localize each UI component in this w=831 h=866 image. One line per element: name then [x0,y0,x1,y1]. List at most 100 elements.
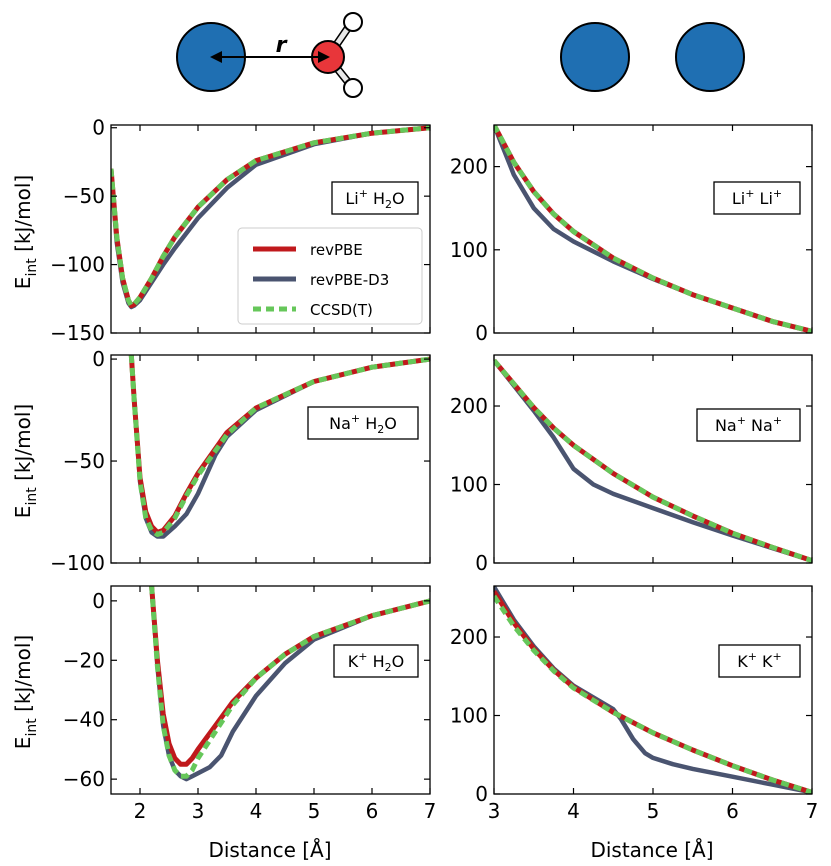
ylabel-unit: [kJ/mol] [11,635,35,718]
distance-arrow-head-left [210,51,222,63]
panel-5: 2 3 4 5 6 7 0 −20 −40 −60 K+ H2O [63,585,437,823]
legend-label-revpbe: revPBE [310,241,363,259]
panel-label-box [696,408,801,442]
x-tick-label: 7 [806,799,819,823]
legend-label-ccsdt: CCSD(T) [310,301,373,319]
panel-label-box [331,181,419,215]
x-tick-label: 2 [134,799,147,823]
ylabel-row-1: Eint [kJ/mol] [11,175,40,289]
x-tick-label: 4 [250,799,263,823]
series-line-ccsdt [149,586,430,779]
series-line-revpbe-d3 [494,359,812,563]
x-tick-label: 5 [647,799,660,823]
schematic-ion-pair [560,22,745,92]
panel-label: Na+ H2O [307,406,419,440]
ylabel-row-2: Eint [kJ/mol] [11,404,40,518]
y-tick-label: 0 [475,782,488,806]
series-group [494,358,812,563]
ion-sphere-pair-right [675,22,745,92]
panel-label: Na+ Na+ [696,408,801,442]
series-line-revpbe [494,125,812,333]
x-tick-label: 3 [488,799,501,823]
axes-frame [493,354,813,564]
y-tick-label: 0 [92,589,105,613]
series-line-ccsdt [111,125,430,309]
y-tick-label: −150 [50,321,105,345]
ylabel-main: E [11,737,35,750]
y-tick-label: 200 [450,155,488,179]
series-line-revpbe-d3 [494,586,812,794]
y-tick-label: 0 [475,551,488,575]
x-tick-label: 6 [366,799,379,823]
legend: revPBE revPBE-D3 CCSD(T) [237,227,423,325]
series-line-ccsdt [494,594,812,794]
panel-label-box [333,644,419,678]
panel-4: 0 100 200 Na+ Na+ [450,354,813,575]
x-tick-label: 3 [192,799,205,823]
axes-frame [493,124,813,334]
ylabel-sub: int [24,718,40,737]
panel-2: 0 100 200 Li+ Li+ [450,124,813,345]
axes-frame [110,354,431,564]
x-tick-label: 7 [424,799,437,823]
x-tick-label: 5 [308,799,321,823]
xlabel-right: Distance [Å] [590,838,713,862]
series-line-revpbe-d3 [149,586,430,782]
series-line-ccsdt [494,358,812,563]
y-tick-label: 0 [92,347,105,371]
panel-label-text: Na+ H2O [329,412,397,436]
panel-label-text: K+ H2O [348,650,404,674]
y-tick-label: −50 [63,449,105,473]
series-line-revpbe-d3 [494,125,812,333]
hydrogen-atom-lower [343,78,363,98]
ylabel-unit: [kJ/mol] [11,404,35,487]
legend-box [237,227,423,325]
series-line-ccsdt [494,125,812,333]
y-tick-label: 100 [450,473,488,497]
ylabel-main: E [11,506,35,519]
panel-6: 3 4 5 6 7 0 100 200 K+ K+ [450,585,819,823]
series-group [149,586,430,782]
y-tick-label: −100 [50,551,105,575]
series-line-revpbe [128,355,430,535]
svg-text:Eint [kJ/mol]: Eint [kJ/mol] [11,175,40,289]
x-tick-label: 4 [567,799,580,823]
panel-label-text: Li+ H2O [345,187,404,211]
y-tick-label: −40 [63,708,105,732]
legend-label-revpbe-d3: revPBE-D3 [310,271,389,289]
y-tick-label: −50 [63,184,105,208]
y-tick-label: −60 [63,767,105,791]
y-tick-label: 100 [450,704,488,728]
ylabel-sub: int [24,258,40,277]
series-line-revpbe [494,590,812,794]
series-group [494,586,812,794]
svg-text:Eint [kJ/mol]: Eint [kJ/mol] [11,635,40,749]
xlabel-left: Distance [Å] [208,838,331,862]
series-group [111,125,430,310]
y-tick-label: 0 [475,321,488,345]
series-group [128,355,430,539]
distance-symbol: r [276,33,288,58]
panel-label: K+ K+ [718,644,801,678]
x-tick-label: 6 [726,799,739,823]
panel-label-box [713,181,801,215]
panel-label-text: Li+ Li+ [732,187,782,208]
panel-label: Li+ Li+ [713,181,801,215]
series-line-revpbe [494,358,812,563]
schematic-ion-water: r [176,12,363,98]
y-tick-label: 0 [92,116,105,140]
ion-sphere-pair-left [560,22,630,92]
y-tick-label: −100 [50,253,105,277]
panel-1: 0 −50 −100 −150 Li+ H2O [50,116,431,345]
panel-label-box [718,644,801,678]
axes-frame [493,585,813,795]
series-line-ccsdt [128,355,430,537]
panel-label-text: K+ K+ [737,650,782,671]
y-tick-label: 200 [450,394,488,418]
panel-label: K+ H2O [333,644,419,678]
axes-frame [110,585,431,795]
ylabel-main: E [11,277,35,290]
panel-label: Li+ H2O [331,181,419,215]
